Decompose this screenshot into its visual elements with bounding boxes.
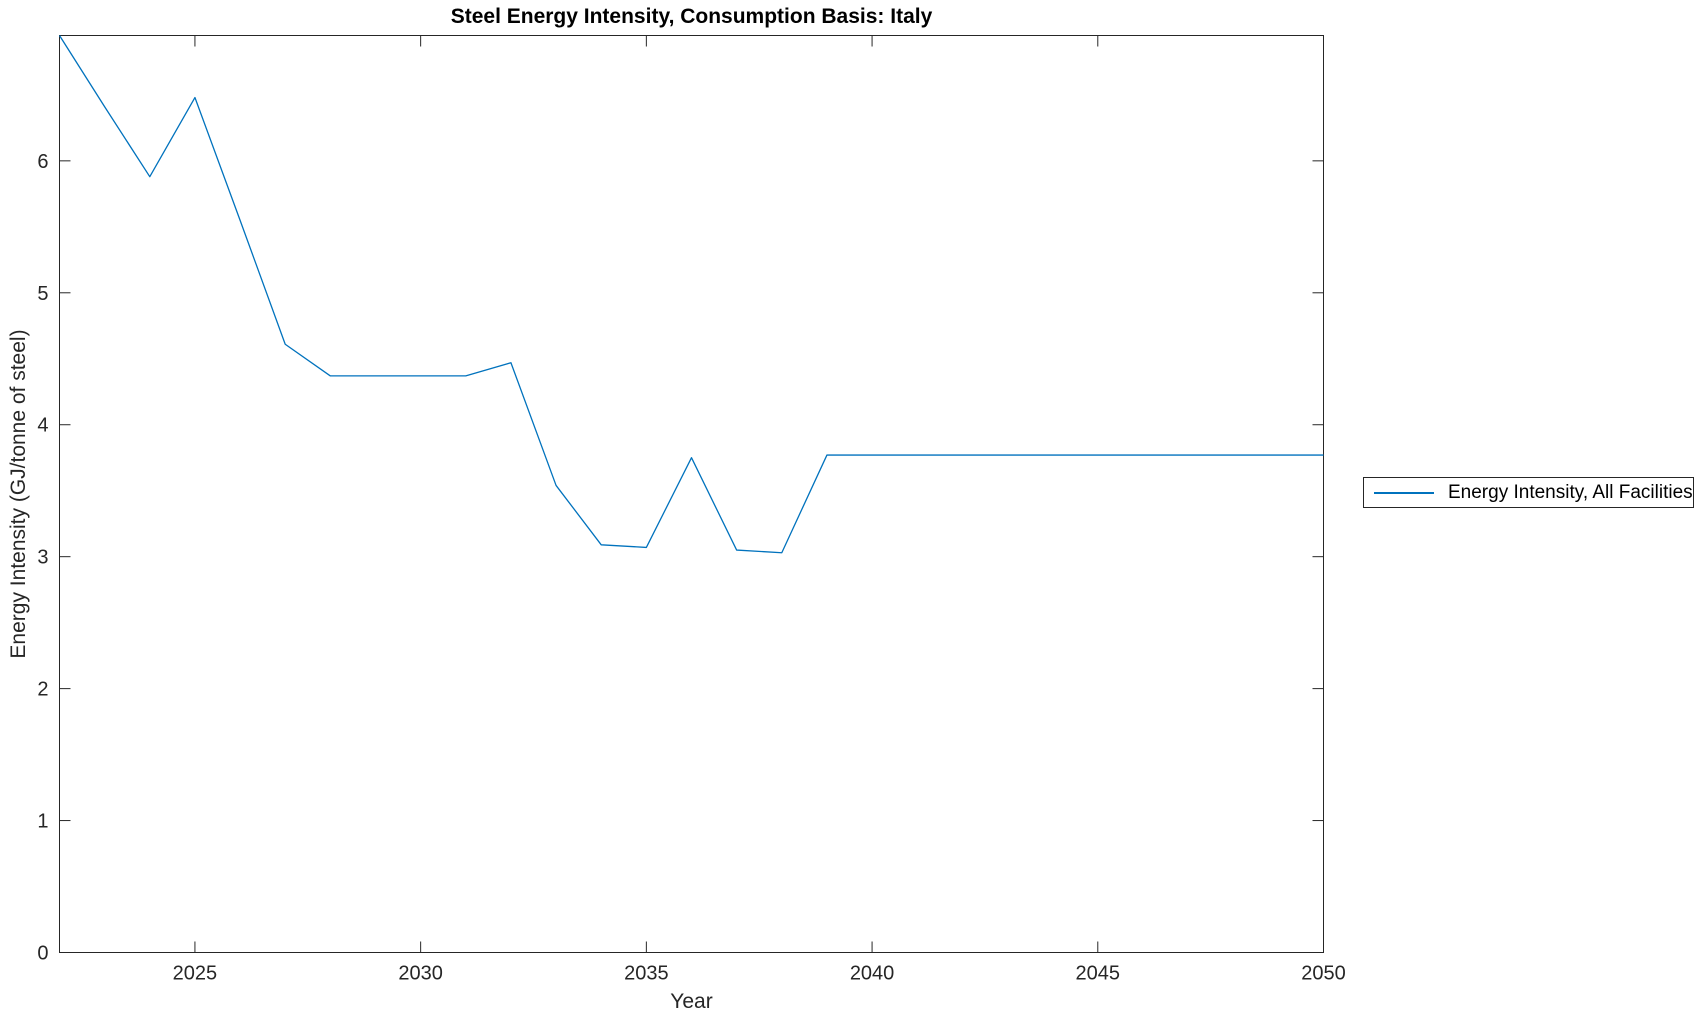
legend-entry-label: Energy Intensity, All Facilities <box>1448 481 1693 503</box>
x-tick-label: 2025 <box>173 963 218 985</box>
x-tick-label: 2035 <box>624 963 669 985</box>
legend-box: Energy Intensity, All Facilities <box>1363 477 1694 508</box>
x-tick-label: 2040 <box>850 963 895 985</box>
y-tick-label: 4 <box>37 415 48 437</box>
y-tick-label: 1 <box>37 811 48 833</box>
x-tick-label: 2050 <box>1301 963 1346 985</box>
x-tick-label: 2045 <box>1076 963 1121 985</box>
legend-line-sample <box>1374 491 1434 494</box>
y-tick-label: 5 <box>37 283 48 305</box>
x-axis-label: Year <box>670 990 713 1013</box>
axes-box <box>59 35 1324 953</box>
y-tick-label: 3 <box>37 547 48 569</box>
y-tick-label: 0 <box>37 943 48 965</box>
series-line <box>58 35 1324 554</box>
y-tick-label: 2 <box>37 679 48 701</box>
chart-title: Steel Energy Intensity, Consumption Basi… <box>450 5 933 28</box>
y-tick-label: 6 <box>37 151 48 173</box>
x-tick-label: 2030 <box>398 963 443 985</box>
